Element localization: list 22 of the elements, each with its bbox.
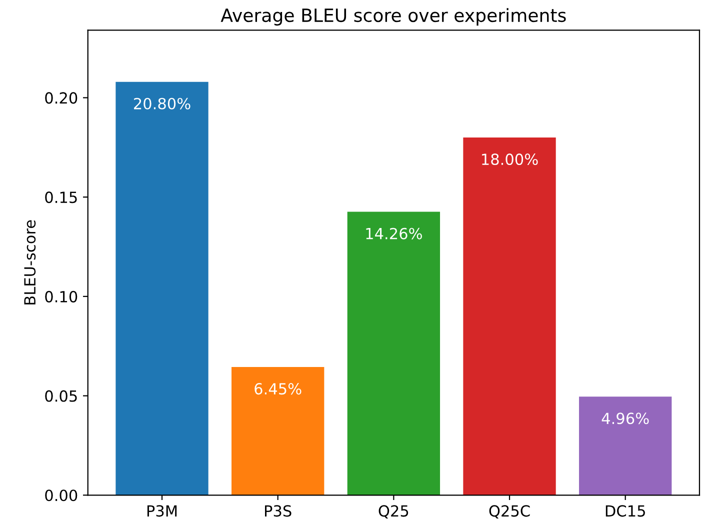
bar bbox=[232, 366, 324, 496]
data-label: 4.96% bbox=[602, 412, 649, 424]
x-tick-label: DC15 bbox=[606, 505, 645, 517]
chart-title: Average BLEU score over experiments bbox=[220, 8, 566, 26]
x-tick-label: P3M bbox=[147, 505, 177, 517]
y-tick-label: 0.15 bbox=[45, 192, 77, 204]
y-tick-label: 0.10 bbox=[45, 290, 78, 302]
bar bbox=[463, 137, 556, 496]
y-tick-label: 0.05 bbox=[45, 390, 77, 402]
y-axis-title: BLEU-score bbox=[24, 220, 36, 304]
x-tick-label: P3S bbox=[265, 505, 292, 517]
bar bbox=[579, 396, 672, 496]
x-tick-label: Q25C bbox=[489, 505, 530, 518]
y-tick-label: 0.20 bbox=[45, 92, 78, 104]
data-label: 18.00% bbox=[482, 154, 538, 166]
data-label: 20.80% bbox=[134, 98, 190, 110]
x-tick-label: Q25 bbox=[378, 505, 408, 518]
bar bbox=[347, 212, 440, 496]
y-tick-label: 0.00 bbox=[45, 490, 78, 502]
bar bbox=[116, 82, 208, 496]
data-label: 6.45% bbox=[254, 383, 302, 395]
data-label: 14.26% bbox=[366, 228, 422, 240]
